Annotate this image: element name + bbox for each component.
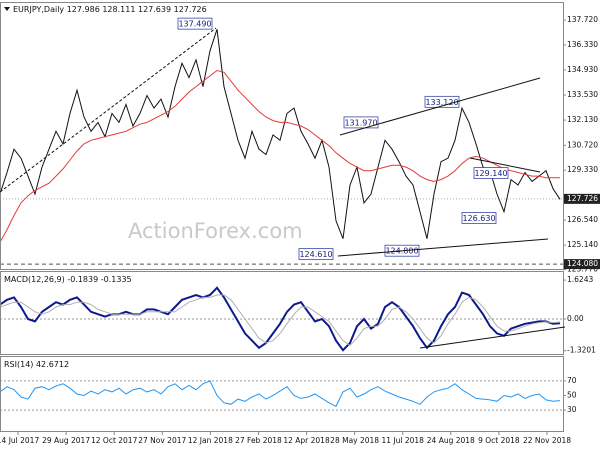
rsi-panel-frame (0, 356, 564, 432)
y-tick-label: 0.00 (567, 314, 584, 323)
annotation-label: 124.610 (299, 250, 332, 259)
annotation-label: 133.120 (425, 98, 458, 107)
macd-panel-frame (0, 271, 564, 355)
y-tick-label: 125.140 (567, 240, 598, 249)
y-tick-label: 130.720 (567, 140, 598, 149)
series-line (0, 29, 561, 239)
x-tick-label: 12 Apr 2018 (283, 436, 330, 445)
watermark: ActionForex.com (128, 219, 303, 243)
annotation-box (177, 17, 213, 30)
series-line (0, 286, 561, 352)
series-line (0, 294, 561, 347)
high: 128.111 (102, 5, 135, 14)
x-tick-label: 29 Aug 2017 (42, 436, 90, 445)
annotation-box (424, 95, 460, 108)
annotation-label: 129.140 (474, 169, 507, 178)
y-tick-label: 134.930 (567, 65, 598, 74)
series-line (0, 69, 560, 243)
menu-arrow (4, 7, 10, 11)
annotation-label: 131.970 (344, 118, 377, 127)
x-tick-label: 28 May 2018 (330, 436, 379, 445)
current-price-box (564, 193, 600, 204)
price-header: EURJPY,Daily 127.986 128.111 127.639 127… (13, 5, 207, 14)
x-tick-label: 12 Oct 2017 (91, 436, 138, 445)
y-tick-label: 129.330 (567, 165, 598, 174)
x-tick-label: 14 Jul 2017 (0, 436, 39, 445)
trend-line (419, 326, 566, 349)
signal-value: -0.1335 (101, 275, 132, 284)
annotation-box (343, 116, 379, 129)
x-tick-label: 12 Jan 2018 (188, 436, 233, 445)
macd-header: MACD(12,26,9) -0.1839 -0.1335 (4, 275, 132, 284)
x-tick-label: 27 Feb 2018 (235, 436, 282, 445)
y-tick-label: 132.130 (567, 115, 598, 124)
x-tick-label: 24 Aug 2018 (427, 436, 475, 445)
symbol: EURJPY,Daily (13, 5, 64, 14)
annotation-label: 137.490 (178, 20, 211, 29)
rsi-title: RSI(14) (4, 360, 33, 369)
low: 127.639 (138, 5, 171, 14)
series-line (0, 380, 561, 408)
open: 127.986 (67, 5, 100, 14)
y-tick-label: 30 (567, 405, 577, 414)
trend-line (469, 157, 541, 173)
y-tick-label: 133.530 (567, 90, 598, 99)
current-price-label: 127.726 (567, 194, 598, 203)
trend-line (339, 77, 541, 136)
close: 127.726 (174, 5, 207, 14)
y-tick-label: 126.540 (567, 215, 598, 224)
y-tick-label: 50 (567, 391, 577, 400)
annotation-box (473, 167, 509, 179)
layers: 137.720 136.330 134.930 133.530 132.130 130.7… (0, 15, 600, 445)
y-tick-label: 137.720 (567, 15, 598, 24)
x-tick-label: 27 Nov 2017 (138, 436, 186, 445)
y-tick-label: 136.330 (567, 40, 598, 49)
y-tick-label: -1.3201 (567, 346, 596, 355)
macd-title: MACD(12,26,9) (4, 275, 65, 284)
support-label: 124.080 (567, 259, 598, 268)
y-tick-label: 70 (567, 376, 577, 385)
macd-value: -0.1839 (67, 275, 98, 284)
x-tick-label: 11 Jul 2018 (382, 436, 425, 445)
annotation-box (461, 212, 497, 224)
annotation-label: 126.630 (462, 214, 495, 223)
y-tick-label: 1.6243 (567, 275, 593, 284)
x-tick-label: 22 Nov 2018 (523, 436, 571, 445)
rsi-header: RSI(14) 42.6712 (4, 360, 69, 369)
annotation-box (298, 248, 334, 261)
rsi-value: 42.6712 (36, 360, 69, 369)
price-panel-frame (0, 2, 564, 270)
trend-line (337, 238, 549, 257)
trend-line (0, 27, 217, 193)
y-tick-label: 123.770 (567, 265, 598, 274)
x-tick-label: 9 Oct 2018 (478, 436, 520, 445)
support-label-box (564, 259, 600, 270)
